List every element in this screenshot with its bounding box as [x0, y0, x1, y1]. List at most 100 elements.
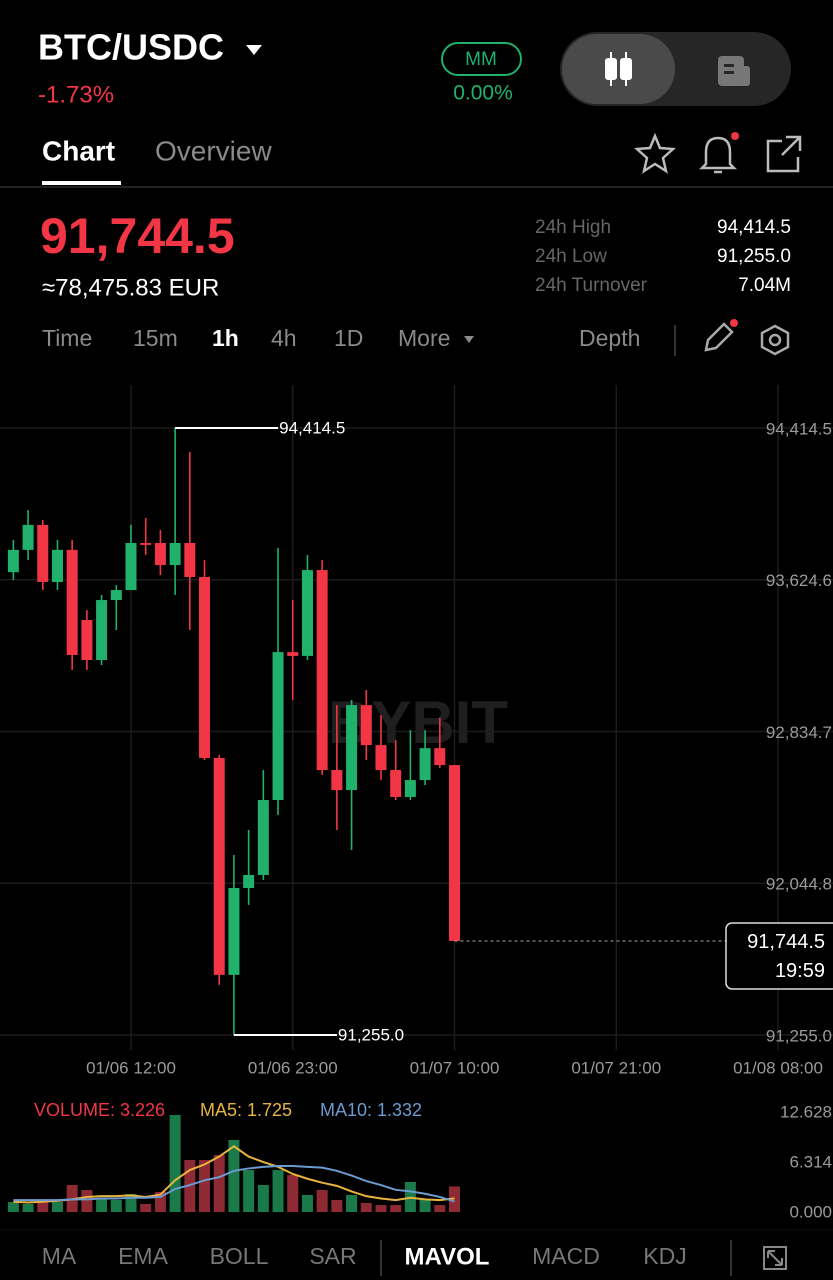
tab-overview[interactable]: Overview: [155, 135, 272, 166]
legend-entry: VOLUME: 3.226: [34, 1100, 165, 1120]
candle-body: [184, 542, 196, 577]
volume-tick-label: 6.314: [789, 1152, 832, 1171]
more-caret: [464, 336, 474, 343]
candle-body: [419, 748, 431, 781]
stat-label: 24h Low: [535, 246, 607, 267]
alert-dot: [731, 132, 739, 140]
candle-body: [434, 748, 446, 766]
y-tick-label: 93,624.6: [766, 571, 832, 590]
timeframe[interactable]: 1D: [334, 325, 363, 351]
indicator-tab-active[interactable]: MAVOL: [405, 1243, 490, 1270]
watermark: BYBIT: [328, 689, 508, 756]
last-price-tag: 91,744.5: [747, 931, 825, 953]
x-tick-label: 01/06 23:00: [248, 1058, 338, 1077]
indicator-tab[interactable]: MA: [42, 1243, 77, 1269]
last-price: 91,744.5: [40, 208, 235, 264]
volume-bar: [7, 1202, 19, 1212]
last-price-box: [725, 922, 833, 990]
pair-title[interactable]: BTC/USDC: [38, 27, 224, 68]
candle-body: [66, 549, 78, 655]
volume-bar: [199, 1159, 211, 1212]
y-tick-label: 92,834.7: [766, 723, 832, 742]
candle-body: [81, 620, 93, 660]
y-tick-label: 94,414.5: [766, 419, 832, 438]
x-tick-label: 01/08 08:00: [733, 1058, 823, 1077]
candle-icon: [605, 52, 632, 86]
candle-body: [287, 652, 299, 656]
volume-bar: [257, 1184, 269, 1212]
alert-icon[interactable]: [698, 136, 738, 174]
volume-bar: [154, 1191, 166, 1212]
volume-bar: [81, 1189, 93, 1212]
volume-bar: [51, 1202, 63, 1212]
legend-entry: MA10: 1.332: [320, 1100, 422, 1120]
expand-icon[interactable]: [763, 1246, 787, 1270]
y-tick-label: 91,255.0: [766, 1026, 832, 1045]
candle-body: [125, 542, 137, 591]
volume-bar: [272, 1170, 284, 1212]
tab-chart[interactable]: Chart: [42, 135, 115, 166]
candle-body: [154, 542, 166, 566]
stat-value: 7.04M: [738, 275, 791, 296]
depth-button[interactable]: Depth: [579, 325, 640, 351]
candle-body: [213, 757, 225, 975]
x-tick-label: 01/07 21:00: [571, 1058, 661, 1077]
indicator-tab[interactable]: BOLL: [210, 1243, 269, 1269]
candle-body: [301, 570, 313, 656]
timeframe[interactable]: 15m: [133, 325, 178, 351]
volume-bar: [37, 1199, 49, 1212]
candle-body: [140, 542, 152, 545]
draw-icon[interactable]: [704, 322, 734, 352]
timeframe[interactable]: Time: [42, 325, 92, 351]
settings-icon-center: [768, 333, 782, 347]
toggle-active[interactable]: [562, 34, 675, 104]
volume-bar: [169, 1114, 181, 1212]
grid: 01/06 12:00 01/06 23:00 01/07 10:00 01/07 2…: [0, 385, 833, 1077]
candle-body: [404, 780, 416, 797]
low-label: 91,255.0: [338, 1025, 404, 1044]
x-tick-label: 01/06 12:00: [86, 1058, 176, 1077]
volume-bar: [434, 1205, 446, 1212]
volume-bar: [375, 1205, 387, 1212]
legend-entry: MA5: 1.725: [200, 1100, 292, 1120]
favorite-icon[interactable]: [633, 132, 677, 174]
indicator-tab[interactable]: EMA: [118, 1243, 169, 1269]
indicator-tab[interactable]: SAR: [309, 1243, 356, 1269]
candle-body: [228, 888, 240, 975]
candle-body: [449, 765, 460, 941]
candle-body: [96, 600, 108, 660]
candle-body: [243, 874, 255, 889]
timeframe-active[interactable]: 1h: [212, 325, 239, 351]
stat-label: 24h Turnover: [535, 275, 648, 296]
candle-body: [22, 524, 34, 550]
candle-body: [37, 524, 49, 582]
tab-underline: [42, 181, 121, 185]
volume-bar: [243, 1170, 255, 1212]
countdown: 19:59: [775, 960, 825, 982]
doc-icon[interactable]: [718, 56, 750, 86]
candle-body: [51, 549, 63, 582]
candle-body: [110, 590, 122, 601]
indicator-tab[interactable]: KDJ: [643, 1243, 686, 1269]
mm-change: 0.00%: [453, 82, 513, 105]
ma-line: [13, 1145, 455, 1204]
mm-badge[interactable]: [441, 42, 522, 76]
share-icon[interactable]: [766, 135, 802, 173]
timeframe-more[interactable]: More: [398, 325, 450, 351]
volume-bar: [22, 1204, 34, 1212]
settings-icon[interactable]: [760, 324, 790, 356]
candle-body: [7, 549, 19, 573]
pair-dropdown[interactable]: [246, 45, 262, 55]
candle-body: [331, 770, 343, 791]
volume-bar: [419, 1199, 431, 1212]
volume-bar: [316, 1189, 328, 1212]
volume-bar: [287, 1175, 299, 1212]
volume-bar: [346, 1194, 358, 1212]
high-label: 94,414.5: [279, 418, 345, 437]
indicator-tab[interactable]: MACD: [532, 1243, 600, 1269]
volume-tick-label: 0.000: [789, 1202, 832, 1221]
timeframe[interactable]: 4h: [271, 325, 297, 351]
y-tick-label: 92,044.8: [766, 875, 832, 894]
volume-bar: [96, 1197, 108, 1212]
